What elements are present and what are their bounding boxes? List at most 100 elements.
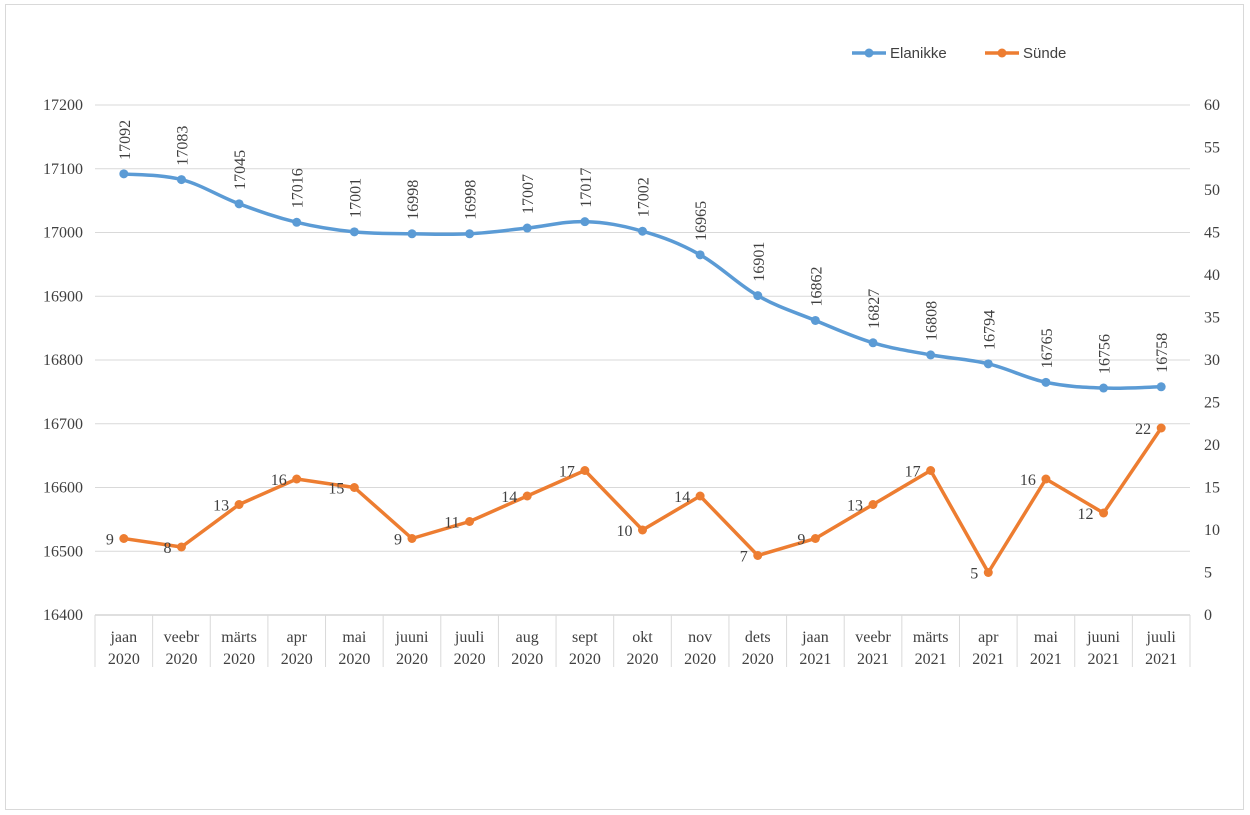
data-label: 16 — [1020, 472, 1036, 489]
data-label: 16756 — [1097, 334, 1114, 374]
data-label: 17083 — [174, 126, 191, 166]
right-tick-label: 10 — [1204, 522, 1220, 539]
right-tick-label: 60 — [1204, 97, 1220, 114]
legend: Elanikke Sünde — [852, 45, 1066, 62]
left-axis-ticks: 16400 16500 16600 16700 16800 16900 17000 17100… — [43, 97, 83, 624]
data-point — [349, 227, 359, 237]
data-point — [580, 466, 590, 475]
x-tick-label-year: 2020 — [338, 651, 370, 668]
data-label: 17016 — [290, 168, 307, 208]
x-tick-label-month: juuli — [454, 629, 485, 646]
data-label: 14 — [501, 489, 517, 506]
data-point — [292, 217, 302, 227]
left-tick-label: 17200 — [43, 97, 83, 114]
data-point — [465, 229, 475, 239]
series-points — [119, 169, 1166, 577]
x-tick-label-month: juuni — [395, 629, 429, 646]
data-point — [522, 223, 532, 233]
data-label: 16808 — [924, 301, 941, 341]
data-point — [926, 466, 936, 475]
x-tick-label-month: juuli — [1146, 629, 1177, 646]
x-axis — [94, 614, 1191, 667]
data-label: 16827 — [866, 289, 883, 329]
x-tick-label-month: nov — [688, 629, 712, 646]
left-tick-label: 16700 — [43, 416, 83, 433]
data-point — [810, 315, 820, 325]
right-tick-label: 20 — [1204, 437, 1220, 454]
x-tick-label-year: 2020 — [108, 651, 140, 668]
data-point — [1156, 423, 1166, 433]
x-tick-label-year: 2020 — [165, 651, 197, 668]
left-tick-label: 17000 — [43, 225, 83, 242]
x-tick-label-month: märts — [913, 629, 949, 646]
data-point — [753, 551, 763, 560]
data-label: 17092 — [117, 120, 134, 160]
data-label: 17 — [559, 464, 575, 481]
right-tick-label: 45 — [1204, 225, 1220, 242]
x-tick-label-month: juuni — [1086, 629, 1120, 646]
data-label: 17017 — [578, 168, 595, 208]
left-tick-label: 16500 — [43, 543, 83, 560]
data-label: 22 — [1135, 421, 1151, 438]
left-tick-label: 16400 — [43, 607, 83, 624]
data-label: 16998 — [405, 180, 422, 220]
data-point — [926, 350, 936, 360]
data-label: 16965 — [693, 201, 710, 241]
x-tick-label-month: jaan — [801, 629, 829, 646]
data-label: 16 — [271, 472, 287, 489]
data-label: 17002 — [636, 177, 653, 217]
data-label: 15 — [328, 481, 344, 498]
data-label: 9 — [106, 532, 114, 549]
right-tick-label: 30 — [1204, 352, 1220, 369]
x-tick-label-month: apr — [978, 629, 999, 646]
x-tick-label-month: aug — [516, 629, 539, 646]
left-tick-label: 16800 — [43, 352, 83, 369]
x-tick-label-year: 2021 — [915, 651, 947, 668]
data-label: 16901 — [751, 242, 768, 282]
data-point — [407, 229, 417, 239]
data-point — [407, 534, 417, 543]
data-label: 12 — [1078, 506, 1094, 523]
data-point — [868, 500, 878, 509]
right-tick-label: 5 — [1204, 565, 1212, 582]
x-tick-label-month: jaan — [109, 629, 137, 646]
x-tick-label-month: veebr — [855, 629, 891, 646]
data-point — [292, 474, 302, 484]
x-tick-label-month: sept — [572, 629, 598, 646]
data-point — [638, 525, 647, 535]
x-tick-label-year: 2020 — [627, 651, 659, 668]
data-point — [638, 226, 647, 236]
data-label: 16794 — [981, 310, 998, 350]
data-point — [1099, 508, 1109, 518]
data-point — [695, 250, 705, 260]
data-label: 17 — [905, 464, 921, 481]
data-label: 7 — [740, 549, 748, 566]
data-label: 5 — [970, 566, 978, 583]
data-label: 13 — [847, 498, 863, 515]
left-tick-label: 16600 — [43, 480, 83, 497]
x-tick-label-year: 2021 — [1145, 651, 1177, 668]
x-tick-label-year: 2020 — [511, 651, 543, 668]
data-label: 16998 — [463, 180, 480, 220]
data-label: 8 — [163, 540, 171, 557]
data-label: 13 — [213, 498, 229, 515]
data-label: 10 — [617, 523, 633, 540]
x-tick-label-year: 2020 — [684, 651, 716, 668]
data-point — [234, 199, 244, 209]
data-point — [465, 517, 475, 526]
chart-frame — [5, 4, 1244, 810]
x-tick-label-year: 2021 — [857, 651, 889, 668]
data-point — [1041, 474, 1051, 484]
right-axis-ticks: 0 5 10 15 20 25 30 35 40 45 50 55 60 — [1204, 97, 1220, 624]
left-tick-label: 16900 — [43, 288, 83, 305]
data-point — [176, 175, 186, 185]
data-point — [695, 491, 705, 501]
right-tick-label: 25 — [1204, 395, 1220, 412]
x-tick-label-month: märts — [221, 629, 257, 646]
data-point — [234, 500, 244, 509]
right-tick-label: 40 — [1204, 267, 1220, 284]
x-tick-label-year: 2020 — [454, 651, 486, 668]
legend-label: Elanikke — [890, 45, 947, 62]
data-label: 16758 — [1154, 333, 1171, 373]
x-tick-label-year: 2020 — [281, 651, 313, 668]
